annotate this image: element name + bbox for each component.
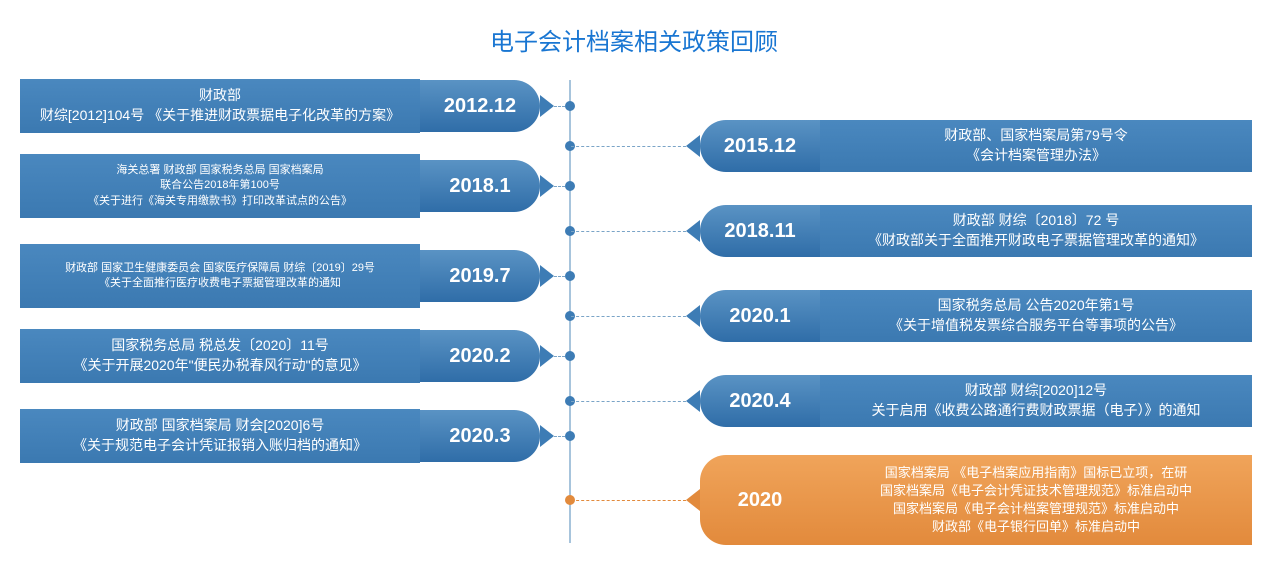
timeline-text: 海关总署 财政部 国家税务总局 国家档案局 xyxy=(116,163,323,178)
timeline-connector xyxy=(571,401,686,402)
timeline-date-pill: 2018.1 xyxy=(420,160,540,212)
timeline-arrow xyxy=(540,175,554,197)
timeline-text: 《关于全面推行医疗收费电子票据管理改革的通知 xyxy=(99,276,341,291)
timeline-text: 国家档案局《电子会计档案管理规范》标准启动中 xyxy=(893,500,1179,518)
timeline-text: 财政部 财综[2020]12号 xyxy=(965,381,1107,401)
timeline-connector xyxy=(571,316,686,317)
timeline-dot xyxy=(565,271,575,281)
timeline-arrow xyxy=(686,489,700,511)
timeline-text: 财政部《电子银行回单》标准启动中 xyxy=(932,518,1140,536)
timeline-text: 国家税务总局 公告2020年第1号 xyxy=(938,296,1135,316)
timeline-arrow xyxy=(686,305,700,327)
timeline-left-body: 财政部财综[2012]104号 《关于推进财政票据电子化改革的方案》 xyxy=(20,79,420,133)
timeline-text: 《关于规范电子会计凭证报销入账归档的通知》 xyxy=(73,436,367,456)
timeline-dot xyxy=(565,431,575,441)
timeline-arrow xyxy=(540,345,554,367)
timeline-right-body: 国家档案局 《电子档案应用指南》国标已立项，在研国家档案局《电子会计凭证技术管理… xyxy=(820,455,1252,545)
timeline-date-pill: 2020 xyxy=(700,455,820,545)
timeline-arrow xyxy=(686,220,700,242)
timeline-dot xyxy=(565,101,575,111)
timeline-left-body: 财政部 国家卫生健康委员会 国家医疗保障局 财综〔2019〕29号《关于全面推行… xyxy=(20,244,420,308)
timeline-date-pill: 2020.4 xyxy=(700,375,820,427)
timeline-text: 国家档案局《电子会计凭证技术管理规范》标准启动中 xyxy=(880,482,1192,500)
page-title: 电子会计档案相关政策回顾 xyxy=(0,22,1268,57)
timeline-date-pill: 2015.12 xyxy=(700,120,820,172)
timeline-right-body: 财政部、国家档案局第79号令《会计档案管理办法》 xyxy=(820,120,1252,172)
timeline-right-body: 国家税务总局 公告2020年第1号《关于增值税发票综合服务平台等事项的公告》 xyxy=(820,290,1252,342)
timeline-text: 财政部 财综〔2018〕72 号 xyxy=(953,211,1120,231)
timeline-text: 财政部 国家卫生健康委员会 国家医疗保障局 财综〔2019〕29号 xyxy=(65,261,375,276)
timeline-date-pill: 2019.7 xyxy=(420,250,540,302)
timeline-connector xyxy=(571,231,686,232)
timeline-date-pill: 2020.1 xyxy=(700,290,820,342)
timeline-text: 财政部 国家档案局 财会[2020]6号 xyxy=(116,416,325,436)
timeline-connector xyxy=(571,146,686,147)
timeline-connector xyxy=(571,500,686,501)
timeline-text: 财政部 xyxy=(199,86,241,106)
timeline-arrow xyxy=(540,265,554,287)
timeline-date-pill: 2020.2 xyxy=(420,330,540,382)
timeline-text: 《会计档案管理办法》 xyxy=(966,146,1106,166)
timeline-diagram: 电子会计档案相关政策回顾 财政部财综[2012]104号 《关于推进财政票据电子… xyxy=(0,0,1268,563)
timeline-text: 关于启用《收费公路通行费财政票据（电子）》的通知 xyxy=(872,401,1201,421)
timeline-text: 国家档案局 《电子档案应用指南》国标已立项，在研 xyxy=(885,464,1188,482)
timeline-date-pill: 2012.12 xyxy=(420,80,540,132)
timeline-arrow xyxy=(540,425,554,447)
timeline-right-body: 财政部 财综[2020]12号关于启用《收费公路通行费财政票据（电子）》的通知 xyxy=(820,375,1252,427)
timeline-right-body: 财政部 财综〔2018〕72 号《财政部关于全面推开财政电子票据管理改革的通知》 xyxy=(820,205,1252,257)
timeline-left-body: 海关总署 财政部 国家税务总局 国家档案局联合公告2018年第100号《关于进行… xyxy=(20,154,420,218)
timeline-text: 财综[2012]104号 《关于推进财政票据电子化改革的方案》 xyxy=(40,106,400,126)
timeline-date-pill: 2020.3 xyxy=(420,410,540,462)
timeline-arrow xyxy=(540,95,554,117)
timeline-text: 《关于增值税发票综合服务平台等事项的公告》 xyxy=(889,316,1183,336)
timeline-text: 《关于进行《海关专用缴款书》打印改革试点的公告》 xyxy=(88,194,352,209)
timeline-dot xyxy=(565,351,575,361)
timeline-text: 《关于开展2020年"便民办税春风行动"的意见》 xyxy=(73,356,366,376)
timeline-text: 国家税务总局 税总发〔2020〕11号 xyxy=(111,336,329,356)
timeline-date-pill: 2018.11 xyxy=(700,205,820,257)
timeline-left-body: 国家税务总局 税总发〔2020〕11号《关于开展2020年"便民办税春风行动"的… xyxy=(20,329,420,383)
timeline-text: 《财政部关于全面推开财政电子票据管理改革的通知》 xyxy=(868,231,1204,251)
timeline-text: 财政部、国家档案局第79号令 xyxy=(944,126,1128,146)
timeline-arrow xyxy=(686,390,700,412)
timeline-left-body: 财政部 国家档案局 财会[2020]6号《关于规范电子会计凭证报销入账归档的通知… xyxy=(20,409,420,463)
timeline-dot xyxy=(565,181,575,191)
timeline-text: 联合公告2018年第100号 xyxy=(160,178,280,193)
timeline-arrow xyxy=(686,135,700,157)
